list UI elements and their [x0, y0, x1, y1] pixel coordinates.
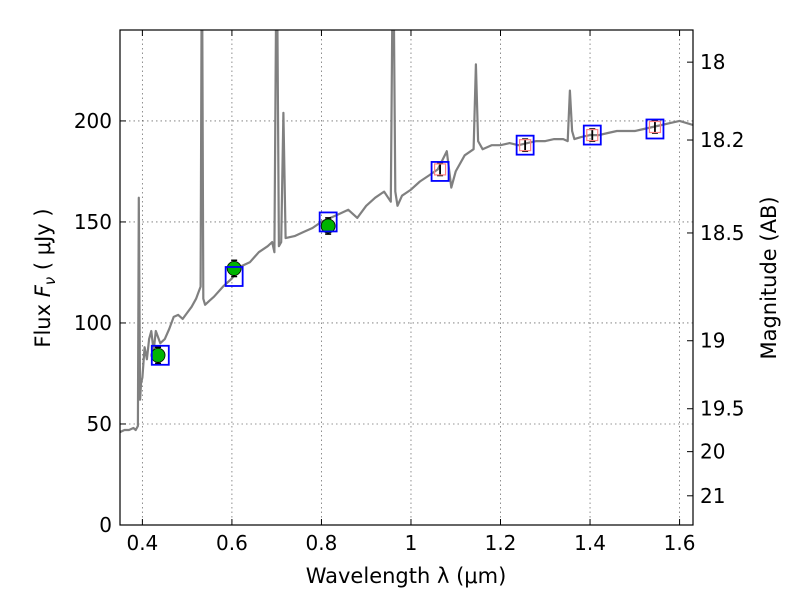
observed-point: [648, 120, 662, 134]
mag-tick-label: 18: [700, 50, 725, 74]
y-tick-label: 0: [99, 513, 112, 537]
mag-tick-label: 19: [700, 329, 725, 353]
plot-area: [120, 30, 693, 434]
gridlines: [120, 30, 693, 525]
mag-tick-label: 21: [700, 484, 725, 508]
axes: 0.4 0.6 0.8 1 1.2 1.4 1.6 0 50 100 150 200 18 18.2 18.…: [74, 30, 745, 555]
model-box: [430, 161, 450, 182]
right-axis-label: Magnitude (AB): [757, 196, 781, 359]
x-tick-label: 0.4: [126, 531, 158, 555]
observed-point: [519, 138, 532, 153]
mag-tick-label: 18.5: [700, 221, 745, 245]
mag-tick-label: 19.5: [700, 397, 745, 421]
model-box: [150, 344, 170, 366]
x-tick-label: 1.2: [485, 531, 517, 555]
x-tick-label: 1: [405, 531, 418, 555]
observed-point: [150, 346, 166, 365]
y-tick-label: 200: [74, 109, 112, 133]
marker-square: [648, 120, 662, 134]
x-tick-label: 1.6: [664, 531, 696, 555]
mag-tick-label: 20: [700, 440, 725, 464]
y-tick-label: 100: [74, 311, 112, 335]
y-tick-label: 50: [87, 412, 112, 436]
x-tick-label: 1.4: [574, 531, 606, 555]
marker-square: [586, 128, 599, 142]
marker-square: [433, 163, 447, 176]
observed-point: [226, 259, 242, 278]
marker-square: [519, 139, 532, 152]
plot-frame: [119, 29, 694, 526]
marker-circle: [320, 218, 336, 234]
y-tick-label: 150: [74, 210, 112, 234]
model-box: [515, 134, 535, 156]
model-box: [224, 266, 244, 287]
observed-point: [433, 162, 447, 177]
model-box: [318, 211, 338, 233]
observed-point: [586, 128, 599, 142]
x-axis-label: Wavelength λ (μm): [306, 564, 507, 588]
mag-tick-label: 18.2: [700, 128, 745, 152]
marker-circle: [226, 261, 242, 276]
marker-circle: [150, 347, 166, 363]
x-tick-label: 0.8: [306, 531, 338, 555]
model-box: [582, 124, 602, 146]
model-box: [645, 118, 665, 140]
x-tick-label: 0.6: [216, 531, 248, 555]
y-axis-label: Flux Fν ( μJy ): [31, 208, 59, 347]
